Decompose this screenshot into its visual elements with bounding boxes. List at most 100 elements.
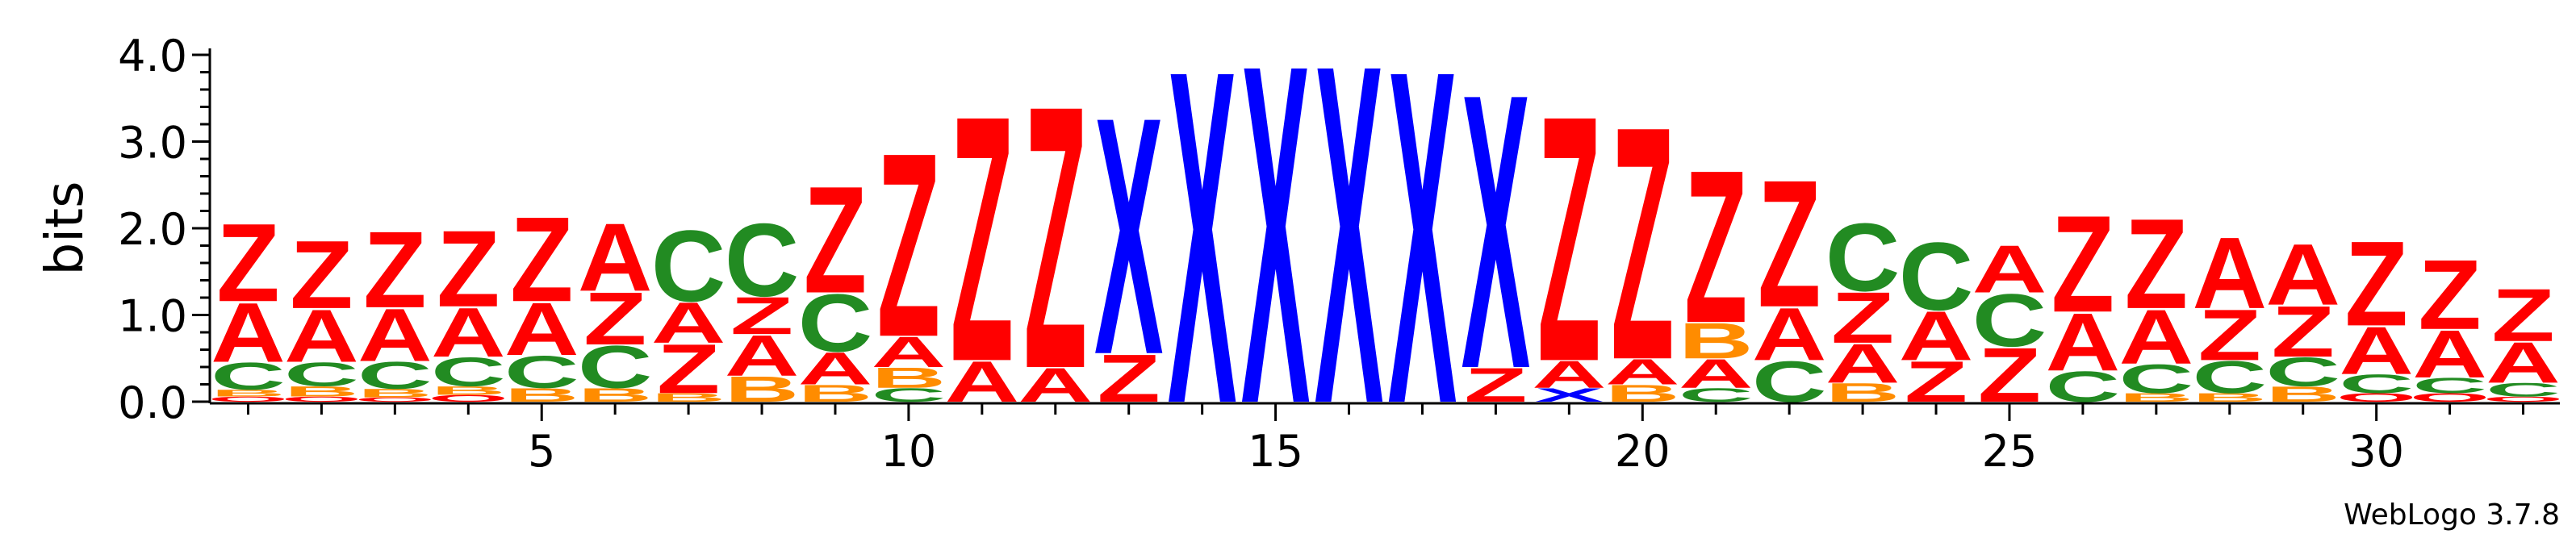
logo-letter: Z	[1758, 142, 1821, 345]
logo-letter: C	[725, 202, 800, 319]
logo-letter: C	[2412, 373, 2487, 398]
logo-letter: A	[872, 327, 947, 376]
logo-letter: O	[2483, 395, 2564, 403]
x-tick-label: 5	[528, 426, 555, 477]
logo-letter: Z	[510, 192, 573, 327]
logo-letter: Z	[216, 201, 279, 325]
logo-letter: A	[1899, 298, 1974, 376]
logo-letter: C	[798, 277, 873, 369]
logo-letter: Z	[1831, 277, 1894, 358]
logo-letter: A	[651, 290, 726, 355]
logo-letter: A	[1825, 332, 1901, 394]
letter-stack: ZX	[1094, 47, 1164, 425]
logo-letter: B	[284, 383, 359, 399]
logo-letter: C	[651, 209, 726, 323]
y-tick-label: 4.0	[118, 31, 187, 81]
logo-letter: Z	[363, 209, 426, 331]
logo-letter: Z	[1611, 56, 1674, 429]
logo-letter: Z	[2125, 192, 2188, 336]
letter-stack: CAZ	[2046, 187, 2121, 411]
logo-letter: Z	[877, 99, 940, 392]
logo-letter: O	[282, 395, 362, 403]
logo-letter: Z	[951, 43, 1014, 436]
logo-letter: A	[1679, 351, 1754, 397]
logo-letter: A	[1605, 352, 1680, 392]
letter-stack: X	[1241, 0, 1311, 506]
logo-letter: Z	[290, 222, 353, 329]
letter-stack: BAZ	[1605, 56, 1680, 429]
y-tick-label: 3.0	[118, 118, 187, 169]
logo-letter: A	[2265, 227, 2340, 323]
logo-letter: B	[2193, 391, 2268, 405]
axes: 0.0 1.0 2.0 3.0 4.0 5 10 15 20 25 30	[118, 31, 2560, 477]
letter-stack: AZ	[945, 43, 1020, 436]
logo-letter: A	[2486, 331, 2561, 395]
letter-stack: ZX	[1462, 13, 1531, 451]
letter-stack: AZ	[1018, 28, 1094, 447]
letter-stack: X	[1168, 0, 1237, 503]
logo-letter: B	[651, 391, 726, 405]
logo-letter: Z	[2198, 295, 2261, 376]
logo-letter: X	[1241, 0, 1311, 506]
letter-stack: ZAC	[1899, 223, 1974, 415]
logo-letter: A	[2193, 216, 2268, 330]
logo-letter: C	[504, 347, 579, 398]
logo-letter: B	[872, 361, 947, 394]
logo-letter: A	[358, 294, 433, 377]
logo-letter: A	[2412, 316, 2487, 392]
logo-letter: C	[431, 349, 506, 395]
logo-letter: Z	[583, 277, 646, 361]
logo-letter: O	[2410, 391, 2490, 405]
x-tick-label: 30	[2348, 426, 2404, 477]
x-tick-label: 10	[881, 426, 937, 477]
logo-letter: O	[208, 395, 289, 403]
logo-letter: Z	[2491, 273, 2554, 357]
letter-stack: XAZ	[1532, 43, 1607, 436]
logo-letter: Z	[1684, 125, 1747, 369]
logo-letter: B	[358, 386, 433, 400]
logo-letter: X	[1094, 47, 1164, 425]
x-tick-label: 15	[1248, 426, 1303, 477]
logo-letter: A	[284, 294, 359, 378]
logo-letter: O	[355, 396, 436, 402]
letter-stacks: OBCAZOBCAZOBCAZOBCAZBCAZBCZABZACBAZCBACZ…	[208, 0, 2564, 506]
logo-letter: O	[428, 393, 508, 403]
logo-letter: O	[2336, 391, 2417, 405]
logo-letter: Z	[2051, 187, 2114, 341]
logo-letter: C	[2265, 349, 2340, 395]
logo-letter: Z	[2345, 216, 2408, 352]
y-tick-label: 2.0	[118, 204, 187, 255]
logo-letter: X	[1462, 13, 1531, 451]
logo-letter: C	[2119, 356, 2194, 402]
logo-letter: Z	[2418, 239, 2481, 350]
logo-letter: C	[2193, 352, 2268, 403]
x-tick-label: 25	[1982, 426, 2038, 477]
logo-letter: Z	[1537, 43, 1600, 436]
logo-letter: X	[1168, 0, 1237, 503]
logo-letter: C	[2486, 379, 2561, 401]
logo-letter: A	[578, 204, 653, 311]
logo-letter: A	[1972, 231, 2047, 307]
logo-letter: Z	[730, 286, 793, 346]
logo-letter: A	[725, 323, 800, 388]
logo-letter: C	[211, 354, 286, 398]
logo-letter: B	[2119, 391, 2194, 405]
logo-letter: Z	[2272, 292, 2335, 373]
logo-letter: A	[1532, 352, 1607, 396]
logo-letter: Z	[804, 156, 867, 326]
letter-stack: ZCA	[1972, 231, 2047, 419]
logo-letter: B	[431, 384, 506, 398]
